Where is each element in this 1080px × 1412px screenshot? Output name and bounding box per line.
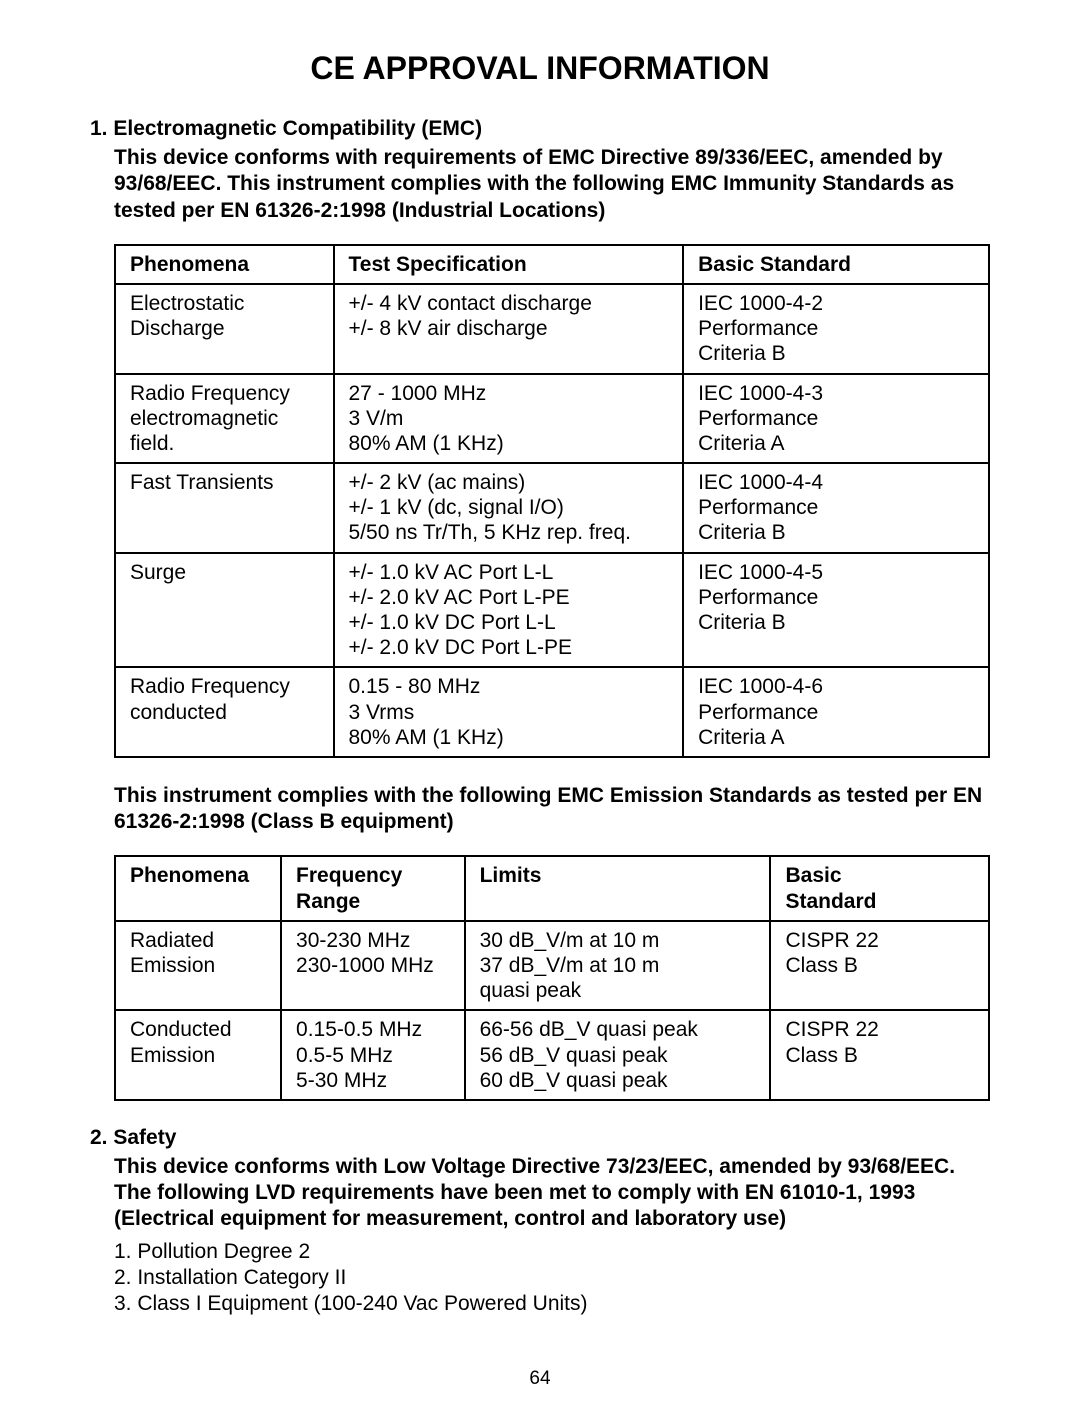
table-cell: 30 dB_V/m at 10 m37 dB_V/m at 10 mquasi … <box>465 921 771 1011</box>
section-2-intro: This device conforms with Low Voltage Di… <box>114 1154 990 1233</box>
table-cell: Radio Frequencyelectromagneticfield. <box>115 374 334 464</box>
table-row: ConductedEmission0.15-0.5 MHz0.5-5 MHz5-… <box>115 1010 989 1100</box>
table-header: Phenomena <box>115 856 281 920</box>
emission-table: PhenomenaFrequencyRangeLimitsBasicStanda… <box>114 855 990 1101</box>
page-number: 64 <box>0 1368 1080 1390</box>
table-row: Radio Frequencyelectromagneticfield.27 -… <box>115 374 989 464</box>
table-cell: 27 - 1000 MHz3 V/m80% AM (1 KHz) <box>334 374 684 464</box>
table-cell: IEC 1000-4-6PerformanceCriteria A <box>683 667 989 757</box>
table-cell: CISPR 22Class B <box>770 921 989 1011</box>
table-header: Basic Standard <box>683 245 989 284</box>
table-header: FrequencyRange <box>281 856 465 920</box>
table-cell: 0.15 - 80 MHz3 Vrms80% AM (1 KHz) <box>334 667 684 757</box>
table-cell: ElectrostaticDischarge <box>115 284 334 374</box>
section-1-heading: 1. Electromagnetic Compatibility (EMC) <box>90 117 990 141</box>
table-cell: IEC 1000-4-4PerformanceCriteria B <box>683 463 989 553</box>
page-title: CE APPROVAL INFORMATION <box>90 50 990 87</box>
table-cell: RadiatedEmission <box>115 921 281 1011</box>
table-cell: IEC 1000-4-2PerformanceCriteria B <box>683 284 989 374</box>
table-cell: Fast Transients <box>115 463 334 553</box>
table-cell: +/- 1.0 kV AC Port L-L+/- 2.0 kV AC Port… <box>334 553 684 668</box>
section-1-intro: This device conforms with requirements o… <box>114 145 990 224</box>
table-row: RadiatedEmission30-230 MHz230-1000 MHz30… <box>115 921 989 1011</box>
table-header: Limits <box>465 856 771 920</box>
table-row: Fast Transients+/- 2 kV (ac mains)+/- 1 … <box>115 463 989 553</box>
table-cell: 0.15-0.5 MHz0.5-5 MHz5-30 MHz <box>281 1010 465 1100</box>
table-cell: +/- 2 kV (ac mains)+/- 1 kV (dc, signal … <box>334 463 684 553</box>
list-item: 3. Class I Equipment (100-240 Vac Powere… <box>114 1291 990 1317</box>
table-cell: Radio Frequencyconducted <box>115 667 334 757</box>
table-cell: 66-56 dB_V quasi peak56 dB_V quasi peak6… <box>465 1010 771 1100</box>
table-cell: ConductedEmission <box>115 1010 281 1100</box>
table-row: ElectrostaticDischarge+/- 4 kV contact d… <box>115 284 989 374</box>
table-cell: +/- 4 kV contact discharge+/- 8 kV air d… <box>334 284 684 374</box>
table-row: Surge+/- 1.0 kV AC Port L-L+/- 2.0 kV AC… <box>115 553 989 668</box>
safety-list: 1. Pollution Degree 22. Installation Cat… <box>114 1239 990 1318</box>
table-header: BasicStandard <box>770 856 989 920</box>
section-2-heading: 2. Safety <box>90 1126 990 1150</box>
table-cell: Surge <box>115 553 334 668</box>
list-item: 2. Installation Category II <box>114 1265 990 1291</box>
list-item: 1. Pollution Degree 2 <box>114 1239 990 1265</box>
table-header: Phenomena <box>115 245 334 284</box>
table-cell: IEC 1000-4-3PerformanceCriteria A <box>683 374 989 464</box>
emission-intro: This instrument complies with the follow… <box>114 783 990 836</box>
table-row: Radio Frequencyconducted0.15 - 80 MHz3 V… <box>115 667 989 757</box>
table-cell: IEC 1000-4-5PerformanceCriteria B <box>683 553 989 668</box>
table-cell: CISPR 22Class B <box>770 1010 989 1100</box>
table-header: Test Specification <box>334 245 684 284</box>
immunity-table: PhenomenaTest SpecificationBasic Standar… <box>114 244 990 758</box>
table-cell: 30-230 MHz230-1000 MHz <box>281 921 465 1011</box>
